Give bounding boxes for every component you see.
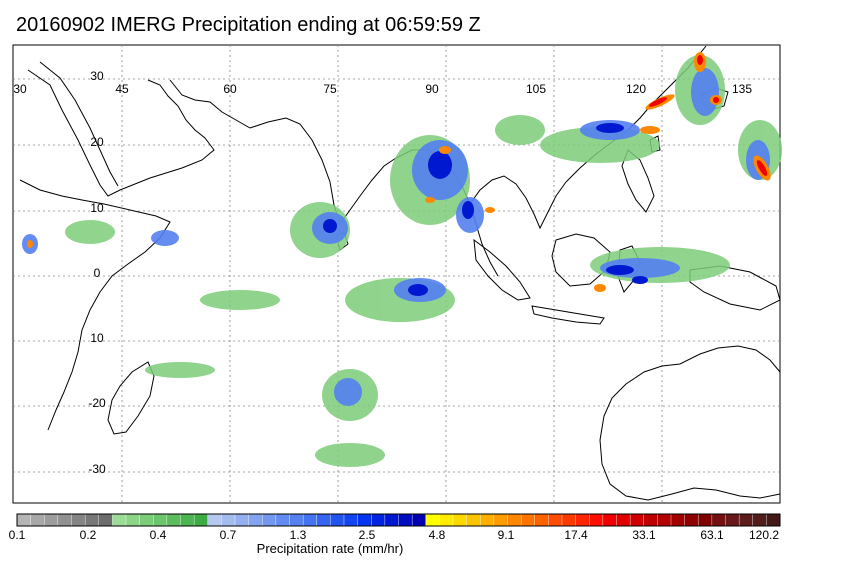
colorbar-swatch [30, 513, 45, 527]
colorbar-swatch [330, 513, 345, 527]
colorbar-swatch [207, 513, 222, 527]
lon-label: 135 [732, 82, 752, 96]
colorbar-swatch [602, 513, 618, 527]
colorbar-tick-label: 0.2 [79, 528, 97, 542]
colorbar-tick-label: 0.4 [149, 528, 167, 542]
colorbar-swatch [248, 513, 263, 527]
colorbar-swatch [221, 513, 236, 527]
colorbar-swatch [44, 513, 59, 527]
colorbar-tick-label: 120.2 [748, 528, 780, 542]
colorbar-swatch [711, 513, 727, 527]
colorbar-swatch [452, 513, 468, 527]
lon-label: 90 [425, 82, 439, 96]
lat-labels: 30 20 10 0 10 -20 -30 [88, 69, 106, 476]
colorbar-swatch [398, 513, 413, 527]
colorbar-swatch [302, 513, 318, 527]
map-title: 20160902 IMERG Precipitation ending at 0… [16, 14, 481, 36]
colorbar-swatch [752, 513, 767, 527]
colorbar-swatch [493, 513, 509, 527]
lat-label: 10 [90, 331, 104, 345]
colorbar-tick-label: 33.1 [632, 528, 656, 542]
colorbar-swatch [725, 513, 740, 527]
colorbar-swatch [684, 513, 699, 527]
lon-labels: 30 45 60 75 90 105 120 135 [13, 82, 752, 96]
colorbar-swatch [520, 513, 536, 527]
colorbar-swatch [629, 513, 645, 527]
colorbar-swatch [316, 513, 331, 527]
colorbar-tick-label: 63.1 [700, 528, 724, 542]
colorbar-swatch [384, 513, 400, 527]
colorbar-swatch [275, 513, 291, 527]
colorbar-tick-label: 1.3 [289, 528, 307, 542]
colorbar-swatch [193, 513, 209, 527]
colorbar [16, 513, 781, 527]
colorbar-swatch [507, 513, 522, 527]
colorbar-swatch [343, 513, 359, 527]
lon-label: 45 [115, 82, 129, 96]
colorbar-swatch [234, 513, 250, 527]
lat-label: 0 [94, 266, 101, 280]
lat-label: -30 [88, 462, 106, 476]
colorbar-swatch [180, 513, 195, 527]
colorbar-swatch [561, 513, 577, 527]
colorbar-swatch [616, 513, 631, 527]
colorbar-swatch [153, 513, 168, 527]
colorbar-swatch [16, 513, 32, 527]
colorbar-swatch [466, 513, 481, 527]
precipitation-field [22, 52, 782, 467]
colorbar-swatch [698, 513, 713, 527]
colorbar-swatch [575, 513, 590, 527]
colorbar-tick-label: 0.7 [219, 528, 237, 542]
colorbar-swatch [766, 513, 781, 527]
colorbar-swatch [534, 513, 549, 527]
colorbar-swatch [357, 513, 372, 527]
colorbar-swatch [439, 513, 454, 527]
colorbar-swatch [262, 513, 277, 527]
colorbar-swatch [125, 513, 141, 527]
colorbar-tick-label: 0.1 [8, 528, 26, 542]
colorbar-swatch [289, 513, 304, 527]
colorbar-swatch [425, 513, 440, 527]
colorbar-swatch [84, 513, 100, 527]
lon-label: 105 [526, 82, 546, 96]
lat-label: 10 [90, 201, 104, 215]
colorbar-swatch [112, 513, 127, 527]
colorbar-tick-label: 2.5 [358, 528, 376, 542]
colorbar-swatch [371, 513, 386, 527]
colorbar-swatch [670, 513, 686, 527]
lon-label: 75 [323, 82, 337, 96]
colorbar-swatch [738, 513, 754, 527]
colorbar-swatch [657, 513, 672, 527]
colorbar-swatch [166, 513, 182, 527]
colorbar-swatch [643, 513, 658, 527]
colorbar-label: Precipitation rate (mm/hr) [256, 541, 404, 556]
colorbar-swatch [139, 513, 154, 527]
colorbar-swatch [589, 513, 604, 527]
colorbar-swatch [548, 513, 563, 527]
colorbar-tick-label: 9.1 [497, 528, 515, 542]
colorbar-swatch [411, 513, 427, 527]
lon-label: 60 [223, 82, 237, 96]
colorbar-tick-label: 4.8 [428, 528, 446, 542]
lat-label: 30 [90, 69, 104, 83]
colorbar-swatch [480, 513, 495, 527]
colorbar-swatch [71, 513, 86, 527]
colorbar-frame [16, 513, 781, 527]
lon-label: 120 [626, 82, 646, 96]
colorbar-swatch [57, 513, 73, 527]
lat-label: 20 [90, 135, 104, 149]
lon-label: 30 [13, 82, 27, 96]
colorbar-swatch [98, 513, 113, 527]
gridlines [13, 45, 780, 503]
colorbar-tick-label: 17.4 [564, 528, 588, 542]
lat-label: -20 [88, 396, 106, 410]
